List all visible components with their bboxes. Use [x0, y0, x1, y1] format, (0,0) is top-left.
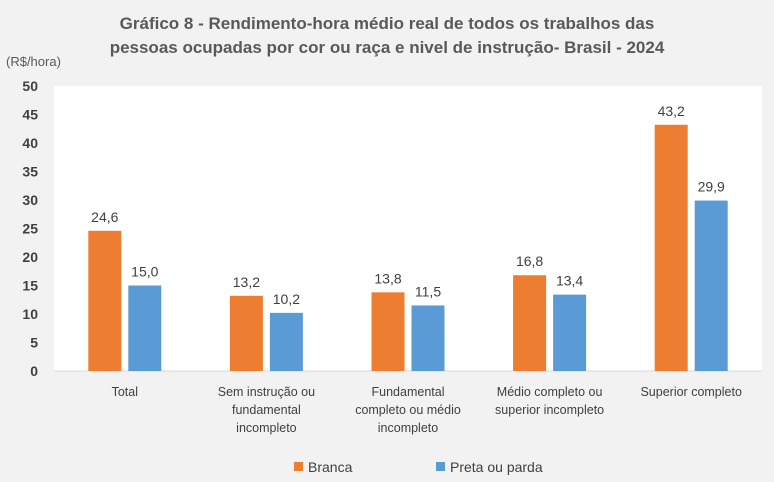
y-axis-label: (R$/hora) — [6, 54, 61, 69]
plot-area — [54, 86, 762, 371]
bar-preta-ou-parda — [553, 294, 587, 371]
x-tick-label: Superior completo — [640, 385, 741, 399]
y-tick-label: 20 — [22, 249, 38, 265]
chart-title: Gráfico 8 - Rendimento-hora médio real d… — [0, 12, 774, 60]
legend-label: Branca — [308, 459, 353, 475]
y-tick-label: 40 — [22, 135, 38, 151]
y-tick-label: 0 — [30, 363, 38, 379]
bar-branca — [371, 292, 405, 371]
y-tick-label: 10 — [22, 306, 38, 322]
y-tick-label: 5 — [30, 335, 38, 351]
x-tick-label: incompleto — [236, 421, 296, 435]
bar-preta-ou-parda — [411, 305, 445, 371]
legend-label: Preta ou parda — [450, 459, 543, 475]
data-label: 13,4 — [556, 273, 583, 289]
y-tick-label: 25 — [22, 221, 38, 237]
chart-title-line-2: pessoas ocupadas por cor ou raça e nivel… — [109, 38, 665, 57]
x-tick-label: incompleto — [378, 421, 438, 435]
x-tick-label: Fundamental — [372, 385, 445, 399]
x-tick-label: Médio completo ou — [497, 385, 603, 399]
y-tick-label: 15 — [22, 278, 38, 294]
data-label: 29,9 — [698, 179, 725, 195]
x-tick-label: Total — [112, 385, 138, 399]
bar-preta-ou-parda — [269, 312, 303, 371]
data-label: 43,2 — [658, 103, 685, 119]
bar-branca — [88, 230, 122, 371]
y-tick-label: 30 — [22, 192, 38, 208]
y-tick-label: 35 — [22, 164, 38, 180]
data-label: 11,5 — [415, 283, 441, 299]
x-tick-label: Sem instrução ou — [218, 385, 315, 399]
bar-branca — [513, 275, 547, 371]
legend-swatch — [294, 462, 303, 471]
data-label: 24,6 — [91, 209, 118, 225]
x-tick-label: fundamental — [232, 403, 301, 417]
legend-swatch — [436, 462, 445, 471]
bar-preta-ou-parda — [694, 200, 728, 371]
bar-preta-ou-parda — [128, 285, 162, 371]
bar-branca — [654, 124, 688, 371]
data-label: 13,8 — [374, 270, 401, 286]
chart-title-line-1: Gráfico 8 - Rendimento-hora médio real d… — [119, 14, 655, 33]
y-tick-label: 45 — [22, 107, 38, 123]
data-label: 10,2 — [273, 291, 300, 307]
y-tick-label: 50 — [22, 78, 38, 94]
x-tick-label: completo ou médio — [355, 403, 461, 417]
x-tick-label: superior incompleto — [495, 403, 604, 417]
data-label: 13,2 — [233, 274, 260, 290]
bar-branca — [229, 295, 263, 371]
data-label: 15,0 — [131, 264, 158, 280]
data-label: 16,8 — [516, 253, 543, 269]
